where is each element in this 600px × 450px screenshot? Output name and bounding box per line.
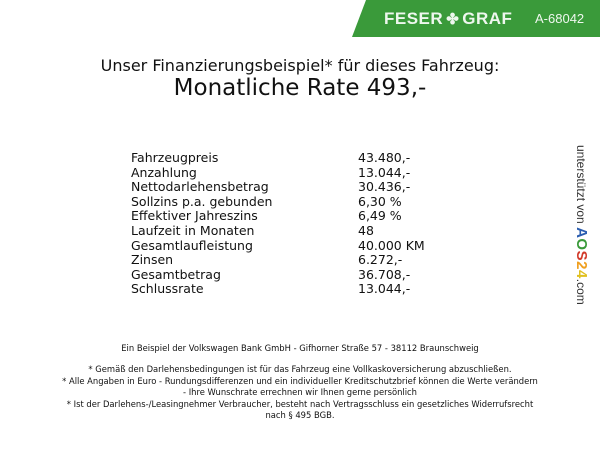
brand-text: FESER (384, 9, 444, 28)
table-row: Effektiver Jahreszins 6,49 % (131, 209, 425, 224)
supported-by: unterstützt von AOS24.com (573, 145, 590, 305)
row-value: 43.480,- (358, 150, 411, 165)
row-label: Laufzeit in Monaten (131, 222, 255, 238)
table-row: Schlussrate 13.044,- (131, 282, 425, 297)
row-label: Nettodarlehensbetrag (131, 179, 269, 195)
row-label: Anzahlung (131, 164, 197, 180)
brand-logo: FESER ✤ GRAF (384, 9, 512, 29)
row-value: 40.000 KM (358, 237, 425, 253)
row-label: Gesamtlaufleistung (131, 237, 253, 253)
table-row: Nettodarlehensbetrag 30.436,- (131, 180, 425, 195)
row-label: Effektiver Jahreszins (131, 208, 258, 224)
table-row: Anzahlung 13.044,- (131, 164, 425, 181)
bank-info: Ein Beispiel der Volkswagen Bank GmbH - … (121, 343, 479, 353)
supported-by-label: unterstützt von (574, 145, 588, 224)
table-row: Laufzeit in Monaten 48 (131, 222, 425, 239)
row-label: Fahrzeugpreis (131, 150, 219, 165)
table-row: Fahrzeugpreis 43.480,- (131, 150, 425, 166)
row-label: Schlussrate (131, 281, 204, 297)
footnote: - Ihre Wunschrate errechnen wir Ihnen ge… (183, 387, 417, 397)
row-label: Gesamtbetrag (131, 266, 221, 282)
table-row: Gesamtbetrag 36.708,- (131, 266, 425, 283)
row-value: 48 (358, 222, 374, 238)
row-value: 30.436,- (358, 179, 411, 195)
row-value: 6,30 % (358, 193, 402, 209)
row-value: 6,49 % (358, 208, 402, 224)
footnotes: * Gemäß den Darlehensbedingungen ist für… (0, 364, 600, 422)
header-banner (352, 0, 600, 37)
brand-text-2: GRAF (462, 9, 513, 28)
row-value: 13.044,- (358, 281, 411, 297)
monthly-rate: Monatliche Rate 493,- (173, 75, 427, 101)
footnote: * Alle Angaben in Euro - Rundungsdiffere… (62, 375, 538, 386)
row-label: Sollzins p.a. gebunden (131, 193, 273, 209)
aos24-logo: AOS24 (573, 227, 590, 279)
table-row: Sollzins p.a. gebunden 6,30 % (131, 193, 425, 210)
footnote: * Ist der Darlehens-/Leasingnehmer Verbr… (66, 398, 534, 409)
table-row: Zinsen 6.272,- (131, 253, 425, 268)
domain-suffix: .com (574, 278, 588, 305)
row-label: Zinsen (131, 252, 174, 268)
vehicle-code: A-68042 (535, 11, 585, 26)
clover-icon: ✤ (446, 11, 460, 28)
row-value: 36.708,- (358, 266, 411, 282)
table-row: Gesamtlaufleistung 40.000 KM (131, 237, 425, 254)
row-value: 6.272,- (358, 252, 403, 268)
headline: Unser Finanzierungsbeispiel* für dieses … (100, 56, 500, 75)
finance-table: Fahrzeugpreis 43.480,- Anzahlung 13.044,- Ne… (131, 150, 425, 297)
footnote: * Gemäß den Darlehensbedingungen ist für… (88, 364, 512, 374)
row-value: 13.044,- (358, 164, 411, 180)
footnote: nach § 495 BGB. (265, 410, 335, 420)
